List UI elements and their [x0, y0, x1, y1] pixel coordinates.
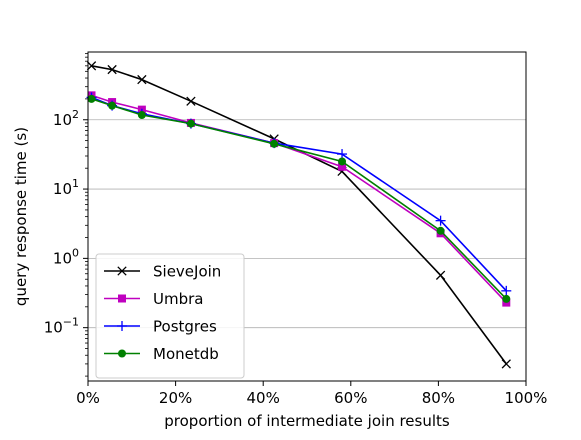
- legend-label: SieveJoin: [153, 263, 221, 281]
- x-tick-label: 100%: [505, 389, 548, 407]
- series-line-monetdb: [91, 98, 507, 300]
- legend-label: Postgres: [153, 318, 217, 336]
- y-tick-base: 10: [53, 180, 72, 198]
- y-tick-label: 101: [53, 177, 79, 198]
- y-tick-base: 10: [44, 319, 63, 337]
- data-point-sievejoin: [435, 270, 446, 280]
- data-point-postgres: [501, 285, 512, 296]
- x-axis-title: proportion of intermediate join results: [164, 412, 450, 430]
- x-tick-label: 40%: [247, 389, 280, 407]
- series-layer: [86, 61, 512, 369]
- data-point-monetdb: [87, 94, 96, 103]
- legend: SieveJoin Umbra Postgres Monetdb: [95, 253, 245, 379]
- y-tick-exponent: −1: [63, 316, 79, 329]
- y-tick-label: 102: [53, 108, 79, 129]
- data-point-sievejoin: [86, 61, 97, 71]
- y-tick-exponent: 2: [72, 108, 79, 121]
- y-axis-title: query response time (s): [12, 127, 30, 306]
- data-point-monetdb: [502, 294, 511, 303]
- x-tick-label: 60%: [334, 389, 367, 407]
- legend-entry-monetdb: Monetdb: [104, 345, 219, 363]
- legend-marker: [118, 294, 126, 303]
- legend-entry-sievejoin: SieveJoin: [104, 263, 221, 281]
- data-point-sievejoin: [137, 74, 147, 85]
- x-tick-label: 80%: [422, 389, 455, 407]
- legend-entry-postgres: Postgres: [104, 318, 217, 336]
- data-point-sievejoin: [186, 96, 196, 106]
- y-tick-base: 10: [53, 111, 72, 129]
- data-point-monetdb: [137, 111, 146, 120]
- series-line-sievejoin: [91, 65, 507, 365]
- legend-marker: [117, 266, 127, 276]
- x-tick-label: 0%: [76, 389, 100, 407]
- legend-label: Monetdb: [153, 345, 219, 363]
- legend-marker: [118, 349, 126, 358]
- y-tick-label: 10−1: [44, 316, 79, 337]
- y-tick-base: 10: [53, 249, 72, 267]
- y-tick-label: 100: [53, 246, 79, 267]
- y-tick-exponent: 0: [72, 246, 79, 259]
- series-monetdb: [87, 94, 511, 303]
- legend-entry-umbra: Umbra: [104, 290, 203, 308]
- data-point-sievejoin: [501, 359, 511, 369]
- x-tick-label: 20%: [159, 389, 192, 407]
- data-point-postgres: [337, 149, 348, 160]
- data-point-postgres: [435, 215, 446, 226]
- data-point-sievejoin: [107, 64, 117, 75]
- y-tick-exponent: 1: [72, 177, 79, 190]
- data-point-monetdb: [108, 101, 117, 110]
- legend-box: [95, 253, 245, 379]
- data-point-monetdb: [338, 157, 347, 166]
- data-point-monetdb: [270, 139, 279, 148]
- data-point-monetdb: [436, 226, 445, 235]
- data-point-umbra: [338, 162, 347, 171]
- legend-marker: [117, 321, 127, 331]
- legend-label: Umbra: [153, 290, 203, 308]
- data-point-monetdb: [186, 119, 195, 128]
